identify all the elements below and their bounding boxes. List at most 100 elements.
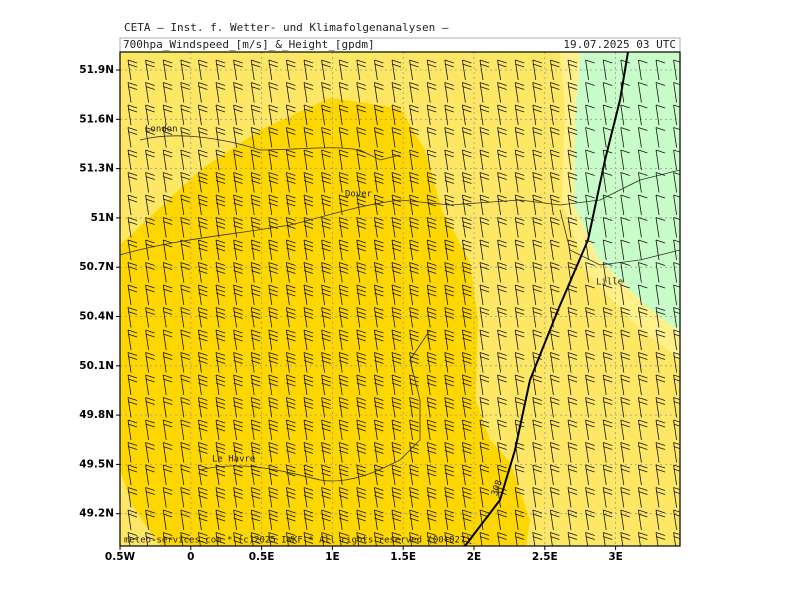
wind-barb bbox=[444, 307, 454, 328]
wind-barb bbox=[409, 284, 419, 306]
wind-barb bbox=[321, 487, 331, 508]
wind-barb bbox=[514, 464, 525, 486]
wind-barb bbox=[462, 509, 472, 531]
wind-barb bbox=[585, 374, 595, 396]
wind-barb bbox=[356, 284, 366, 306]
wind-barb bbox=[162, 172, 173, 193]
wind-barb bbox=[215, 397, 226, 418]
wind-barb bbox=[585, 149, 595, 171]
wind-barb bbox=[180, 307, 190, 328]
wind-barb bbox=[162, 82, 173, 103]
wind-barb bbox=[550, 532, 560, 546]
map-area: 308 London Dover Lille Le Havre meteo-se… bbox=[120, 52, 680, 546]
wind-barb bbox=[250, 262, 261, 283]
place-label: Le Havre bbox=[212, 455, 255, 465]
wind-barb bbox=[162, 194, 173, 216]
wind-barb bbox=[321, 262, 331, 283]
wind-barb bbox=[444, 442, 454, 463]
wind-barb bbox=[444, 532, 454, 546]
wind-barb bbox=[127, 217, 138, 238]
wind-barb bbox=[374, 374, 384, 396]
speed-zone-calm bbox=[574, 52, 680, 332]
wind-barb bbox=[479, 442, 490, 463]
wind-barb bbox=[550, 284, 560, 306]
wind-barb bbox=[444, 329, 454, 351]
wind-barb bbox=[409, 262, 419, 283]
wind-barb bbox=[567, 127, 578, 148]
wind-barb bbox=[532, 217, 542, 238]
wind-barb bbox=[180, 352, 190, 373]
wind-barb bbox=[162, 419, 173, 441]
wind-barb bbox=[145, 374, 155, 396]
wind-barb bbox=[268, 397, 278, 418]
wind-barb bbox=[655, 487, 666, 508]
wind-barb bbox=[180, 262, 190, 283]
wind-barb bbox=[198, 397, 208, 418]
wind-barb bbox=[338, 59, 349, 81]
wind-barb bbox=[444, 127, 454, 148]
wind-barb bbox=[620, 509, 630, 531]
wind-barb bbox=[426, 509, 437, 531]
wind-barb bbox=[426, 59, 437, 81]
wind-barb bbox=[620, 419, 630, 441]
wind-barb bbox=[391, 329, 402, 351]
wind-barb bbox=[233, 397, 243, 418]
wind-barb bbox=[479, 239, 490, 261]
wind-barb bbox=[338, 419, 349, 441]
wind-barb bbox=[338, 127, 349, 148]
wind-barb bbox=[532, 104, 542, 126]
wind-barb bbox=[391, 352, 402, 373]
wind-barb bbox=[127, 419, 138, 441]
wind-barb bbox=[286, 464, 296, 486]
wind-barb bbox=[479, 329, 490, 351]
wind-barb bbox=[338, 284, 349, 306]
wind-barb bbox=[303, 217, 314, 238]
wind-barb bbox=[426, 307, 437, 328]
wind-barb bbox=[198, 464, 208, 486]
wind-barb bbox=[620, 442, 630, 463]
wind-barb bbox=[356, 329, 366, 351]
wind-barb bbox=[444, 262, 454, 283]
wind-barb bbox=[215, 307, 226, 328]
wind-barb bbox=[286, 487, 296, 508]
wind-barb bbox=[550, 464, 560, 486]
wind-barb bbox=[426, 82, 437, 103]
wind-barb bbox=[162, 149, 173, 171]
wind-barb bbox=[638, 194, 648, 216]
wind-barb bbox=[303, 149, 314, 171]
wind-barb bbox=[198, 239, 208, 261]
wind-barb bbox=[514, 217, 525, 238]
wind-barb bbox=[673, 464, 680, 486]
wind-barb bbox=[215, 127, 226, 148]
wind-barb bbox=[215, 239, 226, 261]
wind-barb bbox=[145, 487, 155, 508]
wind-barb bbox=[567, 374, 578, 396]
wind-barb bbox=[444, 149, 454, 171]
wind-barb bbox=[620, 127, 630, 148]
wind-barb bbox=[532, 442, 542, 463]
wind-barb bbox=[620, 487, 630, 508]
wind-barb bbox=[356, 217, 366, 238]
wind-barb bbox=[409, 149, 419, 171]
wind-barb bbox=[514, 194, 525, 216]
wind-barb bbox=[268, 307, 278, 328]
wind-barb bbox=[180, 509, 190, 531]
wind-barb bbox=[497, 509, 507, 531]
wind-barb bbox=[602, 307, 613, 328]
wind-barb bbox=[374, 104, 384, 126]
wind-barb bbox=[391, 442, 402, 463]
wind-barb bbox=[550, 419, 560, 441]
wind-barb bbox=[250, 532, 261, 546]
wind-barb bbox=[567, 172, 578, 193]
wind-barb bbox=[673, 239, 680, 261]
wind-barb bbox=[321, 397, 331, 418]
wind-barb bbox=[567, 104, 578, 126]
wind-barb bbox=[479, 352, 490, 373]
wind-barb bbox=[426, 352, 437, 373]
wind-barb bbox=[338, 149, 349, 171]
wind-barb bbox=[338, 217, 349, 238]
wind-barb bbox=[409, 82, 419, 103]
wind-barb bbox=[550, 104, 560, 126]
wind-barb bbox=[655, 149, 666, 171]
wind-barb bbox=[268, 442, 278, 463]
